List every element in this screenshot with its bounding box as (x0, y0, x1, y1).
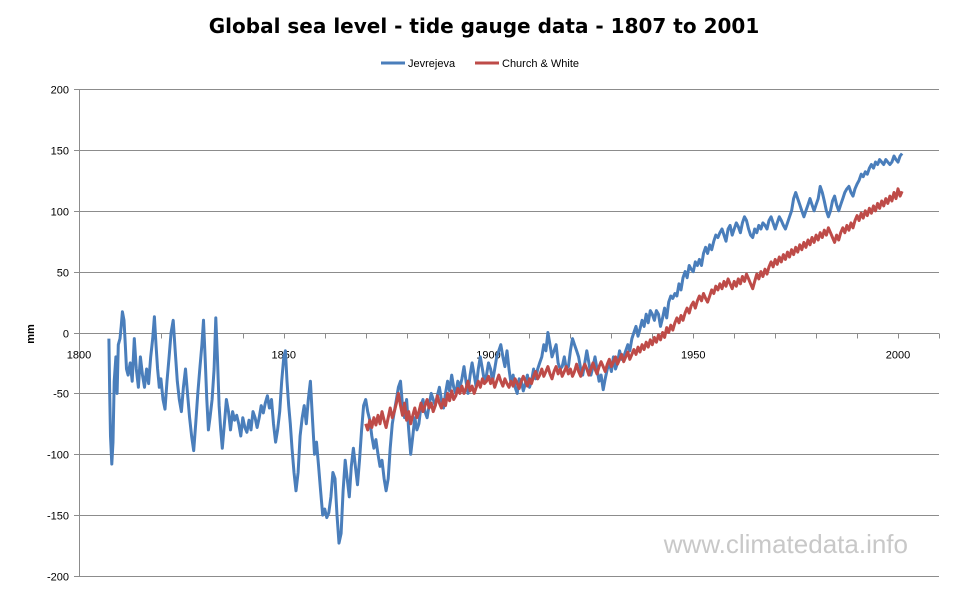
y-tick-label: -50 (53, 389, 69, 401)
y-tick-label: -100 (47, 450, 69, 462)
gridlines (79, 89, 939, 577)
series-line-jevrejeva (107, 152, 904, 545)
x-tick-label: 1950 (681, 350, 705, 362)
y-tick-label: 200 (51, 85, 69, 97)
series-line-church-white (364, 187, 904, 432)
chart-title: Global sea level - tide gauge data - 180… (209, 14, 759, 38)
y-tick-label: 100 (51, 207, 69, 219)
x-tick-label: 2000 (886, 350, 910, 362)
x-tick-label: 1900 (476, 350, 500, 362)
watermark: www.climatedata.info (663, 529, 908, 559)
y-tick-label: 150 (51, 146, 69, 158)
legend: Jevrejeva Church & White (381, 58, 579, 70)
y-axis-ticks: 200 150 100 50 0 -50 -100 -150 -200 (47, 85, 79, 584)
legend-label-jevrejeva: Jevrejeva (408, 58, 456, 70)
series-layer (107, 152, 904, 545)
y-tick-label: 50 (57, 268, 69, 280)
y-axis-label: mm (25, 324, 37, 344)
x-tick-label: 1800 (67, 350, 91, 362)
legend-label-church-white: Church & White (502, 58, 579, 70)
y-tick-label: 0 (63, 329, 69, 341)
y-tick-label: -150 (47, 511, 69, 523)
y-tick-label: -200 (47, 572, 69, 584)
